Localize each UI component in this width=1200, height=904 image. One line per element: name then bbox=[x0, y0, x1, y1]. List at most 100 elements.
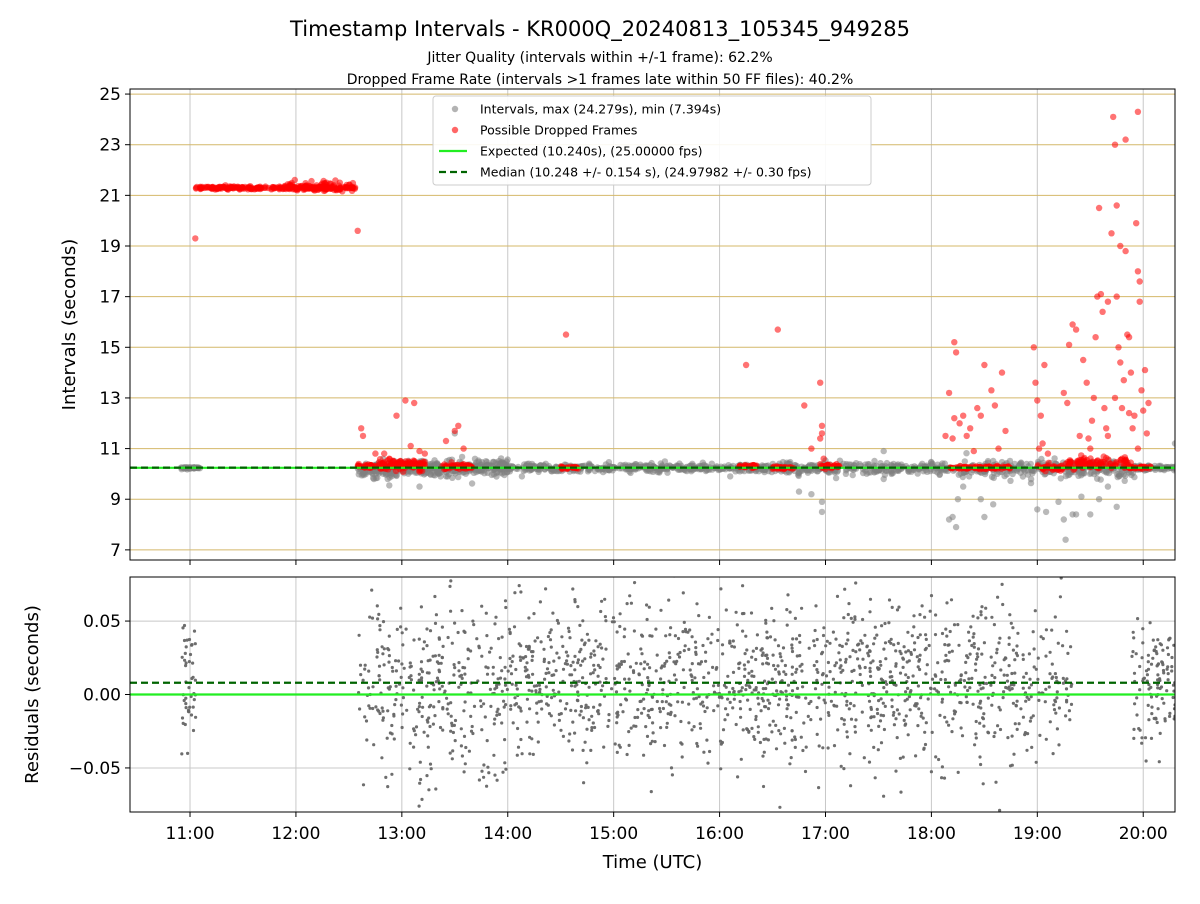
data-point bbox=[491, 665, 495, 669]
data-point bbox=[695, 602, 699, 606]
data-point bbox=[1138, 688, 1142, 692]
data-point bbox=[650, 739, 654, 743]
data-point bbox=[654, 669, 658, 673]
data-point bbox=[975, 652, 979, 656]
data-point bbox=[681, 630, 685, 634]
data-point bbox=[508, 631, 512, 636]
data-point bbox=[676, 636, 681, 641]
data-point bbox=[869, 661, 873, 665]
data-point bbox=[583, 657, 587, 661]
data-point bbox=[771, 719, 775, 723]
data-point bbox=[627, 743, 631, 748]
data-point bbox=[503, 599, 508, 603]
data-point bbox=[824, 644, 828, 648]
data-point bbox=[1120, 377, 1128, 384]
data-point bbox=[898, 649, 902, 654]
data-point bbox=[1142, 676, 1146, 680]
data-point bbox=[419, 777, 423, 782]
data-point bbox=[1055, 690, 1059, 694]
data-point bbox=[1029, 683, 1033, 687]
data-point bbox=[618, 612, 622, 616]
series-0 bbox=[180, 577, 1175, 812]
data-point bbox=[440, 684, 444, 688]
data-point bbox=[576, 690, 580, 694]
data-point bbox=[394, 669, 398, 673]
data-point bbox=[690, 674, 694, 679]
data-point bbox=[872, 715, 876, 719]
data-point bbox=[184, 696, 188, 700]
data-point bbox=[917, 658, 922, 662]
data-point bbox=[1065, 341, 1073, 348]
data-point bbox=[526, 647, 531, 651]
data-point bbox=[414, 733, 418, 737]
data-point bbox=[535, 684, 539, 688]
data-point bbox=[180, 655, 184, 659]
data-point bbox=[394, 698, 398, 702]
data-point bbox=[795, 667, 799, 671]
data-point bbox=[906, 675, 910, 680]
data-point bbox=[549, 714, 553, 718]
data-point bbox=[963, 450, 970, 457]
data-point bbox=[663, 661, 667, 666]
data-point bbox=[1150, 712, 1154, 716]
data-point bbox=[734, 610, 738, 614]
data-point bbox=[859, 639, 863, 643]
data-point bbox=[813, 628, 817, 633]
data-point bbox=[786, 683, 791, 687]
data-point bbox=[878, 719, 883, 723]
data-point bbox=[417, 710, 421, 714]
data-point bbox=[449, 579, 453, 583]
data-point bbox=[1156, 662, 1161, 666]
data-point bbox=[514, 702, 519, 706]
data-point bbox=[426, 659, 430, 663]
data-point bbox=[1050, 676, 1054, 681]
data-point bbox=[916, 684, 921, 688]
data-point bbox=[408, 767, 412, 771]
data-point bbox=[783, 663, 788, 668]
data-point bbox=[612, 620, 616, 624]
data-point bbox=[565, 702, 569, 706]
data-point bbox=[378, 624, 382, 628]
data-point bbox=[462, 629, 466, 633]
data-point bbox=[946, 643, 950, 647]
data-point bbox=[730, 644, 734, 648]
data-point bbox=[511, 654, 515, 658]
data-point bbox=[919, 714, 923, 718]
data-point bbox=[956, 420, 963, 427]
data-point bbox=[923, 730, 927, 734]
data-point bbox=[1103, 425, 1110, 432]
data-point bbox=[1162, 671, 1166, 675]
data-point bbox=[462, 770, 466, 774]
data-point bbox=[972, 645, 976, 649]
data-point bbox=[536, 720, 540, 724]
data-point bbox=[840, 644, 844, 649]
data-point bbox=[536, 740, 540, 744]
data-point bbox=[849, 701, 853, 706]
data-point bbox=[914, 754, 918, 758]
data-point bbox=[783, 741, 787, 745]
data-point bbox=[869, 674, 873, 679]
data-point bbox=[420, 695, 424, 699]
data-point bbox=[510, 682, 514, 686]
data-point bbox=[475, 457, 482, 464]
data-point bbox=[509, 707, 513, 711]
data-point bbox=[504, 605, 508, 610]
data-point bbox=[785, 714, 789, 719]
data-point bbox=[951, 339, 958, 346]
data-point bbox=[861, 617, 865, 622]
data-point bbox=[603, 597, 607, 601]
data-point bbox=[928, 609, 932, 613]
data-point bbox=[381, 709, 385, 713]
data-point bbox=[780, 679, 784, 683]
data-point bbox=[844, 657, 848, 662]
data-point bbox=[184, 702, 188, 706]
data-point bbox=[824, 674, 829, 678]
data-point bbox=[552, 659, 556, 663]
data-point bbox=[633, 581, 637, 585]
data-point bbox=[382, 663, 386, 667]
data-point bbox=[962, 679, 967, 683]
data-point bbox=[843, 587, 847, 591]
data-point bbox=[1050, 628, 1054, 632]
data-point bbox=[569, 684, 574, 688]
